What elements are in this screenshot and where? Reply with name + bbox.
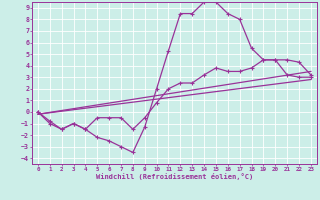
X-axis label: Windchill (Refroidissement éolien,°C): Windchill (Refroidissement éolien,°C) xyxy=(96,173,253,180)
